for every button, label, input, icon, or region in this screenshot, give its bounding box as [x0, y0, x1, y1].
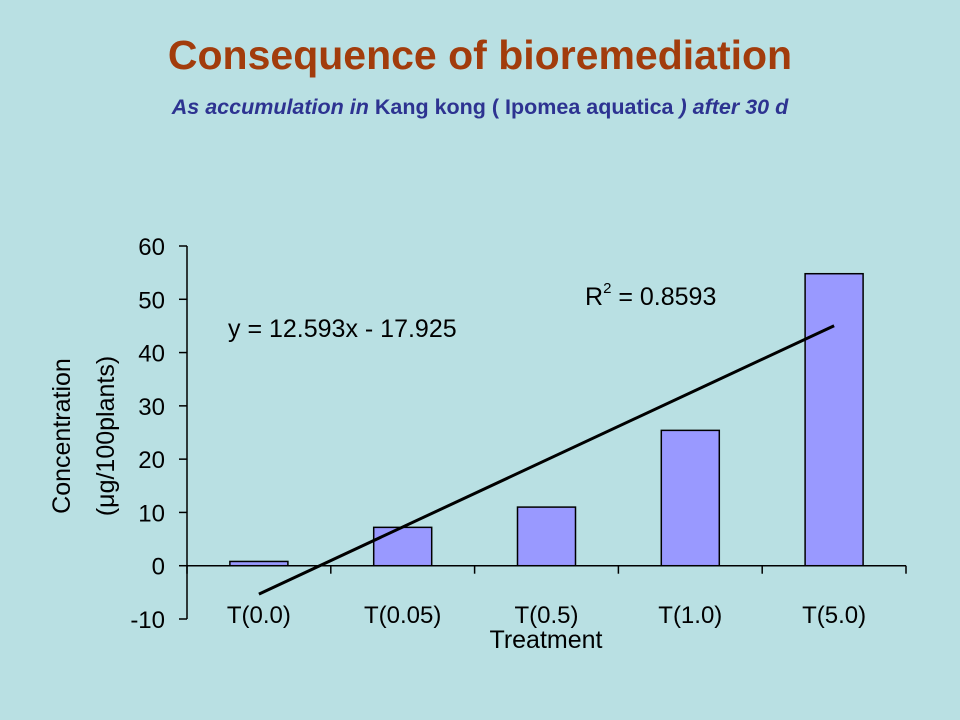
bar [804, 272, 864, 567]
r-squared-value: = 0.8593 [611, 283, 716, 311]
bar [516, 506, 577, 567]
y-tick-label: 10 [138, 500, 165, 527]
chart-bars [229, 272, 864, 567]
trendline-equation: y = 12.593x - 17.925 [228, 315, 457, 343]
x-axis-title: Treatment [489, 626, 602, 654]
bar [660, 429, 721, 567]
chart-tick-labels: -10 0 10 20 30 40 50 60 T(0.0) T(0.05) T(0.5) T(1.0… [130, 234, 866, 634]
y-tick-label: 30 [138, 394, 165, 421]
x-tick-label: T(0.05) [364, 602, 441, 629]
trendline [258, 324, 835, 596]
y-tick-label: 40 [138, 341, 165, 368]
bar [229, 560, 289, 567]
r-squared-superscript: 2 [603, 280, 611, 297]
bar [372, 526, 433, 567]
x-tick-label: T(5.0) [802, 602, 866, 629]
y-tick-label: 20 [138, 447, 165, 474]
subtitle-part-2: Kang kong ( Ipomea aquatica [374, 95, 680, 119]
slide-subtitle: As accumulation in Kang kong ( Ipomea aq… [0, 95, 960, 120]
y-axis-title-line-2: (μg/100plants) [92, 356, 120, 516]
x-tick-label: T(1.0) [658, 602, 722, 629]
y-axis-title-line-1: Concentration [48, 358, 76, 514]
y-tick-label: 50 [138, 287, 165, 314]
y-tick-label: 60 [138, 234, 165, 261]
r-squared-prefix: R [585, 283, 603, 311]
slide-title: Consequence of bioremediation [167, 32, 793, 78]
x-tick-label: T(0.5) [514, 602, 578, 629]
y-axis-title: Concentration (μg/100plants) [48, 356, 120, 516]
subtitle-part-3: ) after 30 d [679, 95, 789, 119]
r-squared-label: R2 = 0.8593 [585, 280, 716, 311]
subtitle-part-1: As accumulation in [171, 95, 375, 119]
y-tick-label: -10 [130, 607, 165, 634]
y-tick-label: 0 [152, 554, 165, 581]
x-tick-label: T(0.0) [227, 602, 291, 629]
